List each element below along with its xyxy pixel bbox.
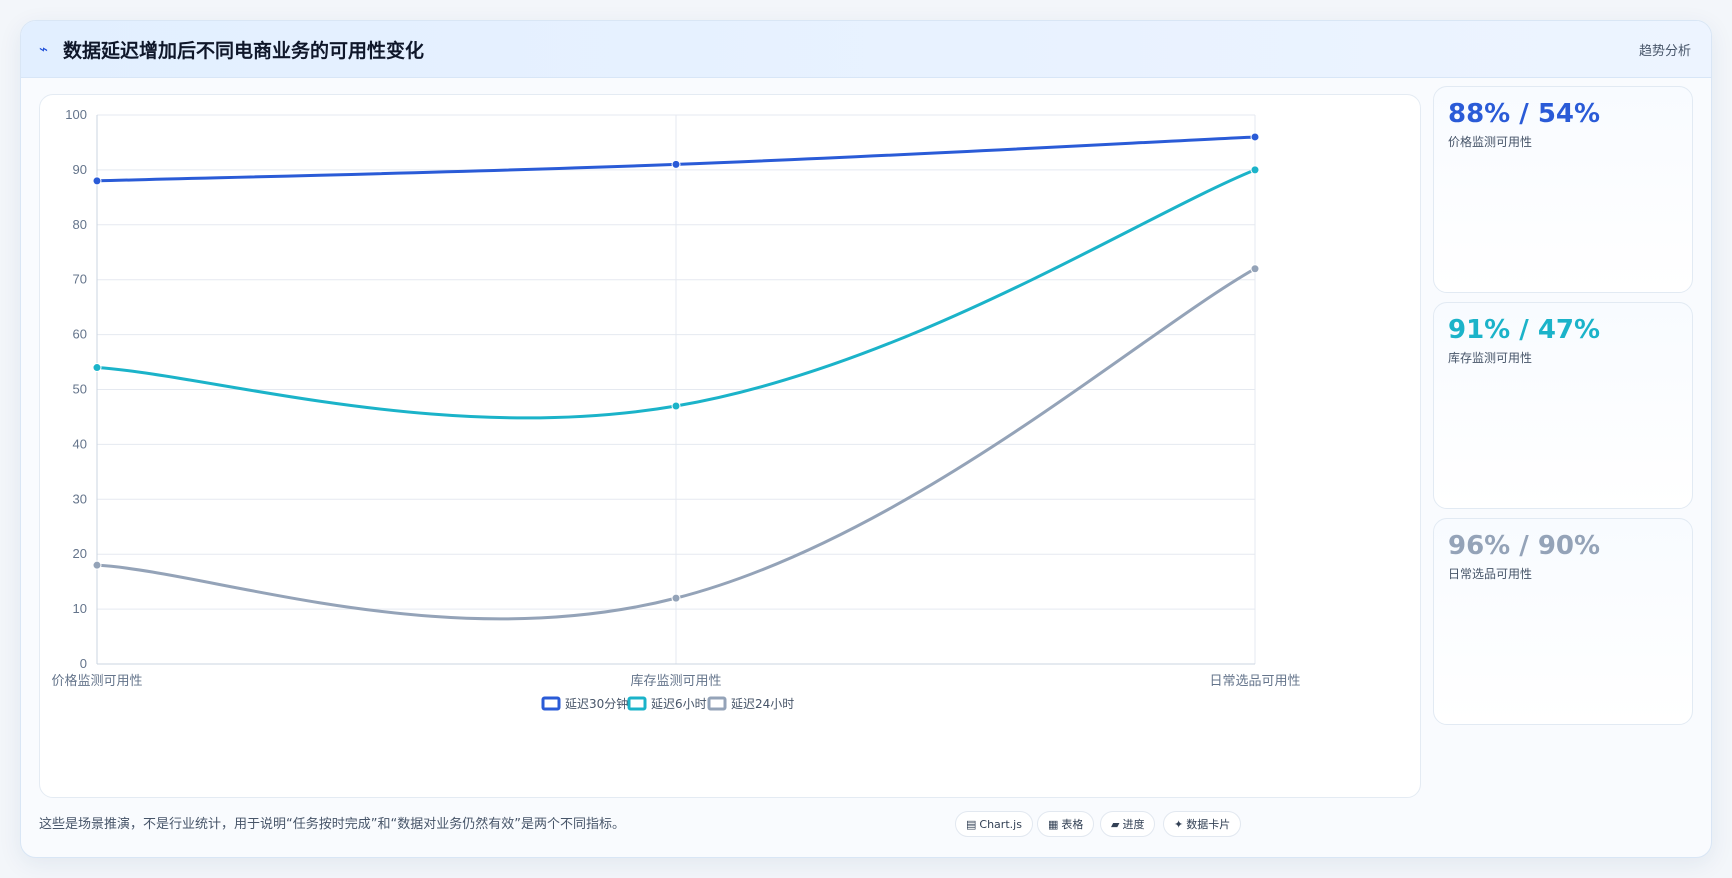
x-tick-label: 库存监测可用性 [630,673,721,689]
stat-value: 91% / 47% [1448,315,1601,345]
pill-label: Chart.js [979,818,1022,831]
y-tick-label: 20 [73,546,87,561]
stat-value: 96% / 90% [1448,531,1601,561]
card-header: ⌁ 数据延迟增加后不同电商业务的可用性变化 趋势分析 [21,21,1711,78]
pill-table[interactable]: ▦ 表格 [1037,811,1095,837]
data-point [671,401,681,411]
pill-label: 表格 [1061,818,1084,831]
header-tag: 趋势分析 [1638,44,1691,59]
data-point [92,560,102,570]
y-tick-label: 50 [73,382,87,397]
stat-card-selection: 96% / 90% 日常选品可用性 [1433,518,1693,725]
stat-card-price: 88% / 54% 价格监测可用性 [1433,86,1693,293]
stat-label: 库存监测可用性 [1448,351,1533,365]
table-icon: ▦ [1048,818,1059,831]
stat-card-inventory: 91% / 47% 库存监测可用性 [1433,302,1693,509]
data-point [1250,165,1260,175]
stat-value: 88% / 54% [1448,99,1601,129]
data-point [671,593,681,603]
report-card: ⌁ 数据延迟增加后不同电商业务的可用性变化 趋势分析 0 10 20 30 40 50 60… [20,20,1712,858]
legend-swatch [627,696,647,711]
trend-icon: ⌁ [39,40,49,58]
data-point [92,363,102,373]
y-tick-label: 40 [73,436,87,451]
data-point [671,159,681,169]
footnote: 这些是场景推演，不是行业统计，用于说明“任务按时完成”和“数据对业务仍然有效”是… [39,817,625,832]
pill-label: 进度 [1122,818,1145,831]
legend-label: 延迟24小时 [731,697,794,711]
legend-label: 延迟30分钟 [565,696,628,711]
y-tick-label: 80 [73,217,87,232]
data-point [1250,264,1260,274]
x-tick-label: 日常选品可用性 [1209,674,1300,689]
data-point [1250,132,1260,142]
pill-progress[interactable]: ▰ 进度 [1100,811,1156,837]
pill-label: 数据卡片 [1186,818,1231,831]
pill-data-card[interactable]: ✦ 数据卡片 [1163,811,1242,837]
y-tick-label: 100 [65,107,87,122]
y-tick-label: 60 [73,327,87,342]
y-tick-label: 30 [73,491,87,506]
legend-swatch [707,696,727,711]
chart-icon: ▤ [966,818,977,831]
x-tick-label: 价格监测可用性 [51,673,142,689]
stat-label: 价格监测可用性 [1448,135,1533,149]
pill-chartjs[interactable]: ▤ Chart.js [955,811,1033,837]
legend-swatch [541,696,561,711]
chart-panel: 0 10 20 30 40 50 60 70 80 90 100 价格监测可用性 库存监测可用性 日常选品… [39,94,1421,798]
y-tick-label: 70 [73,272,87,287]
progress-icon: ▰ [1111,818,1120,831]
chart-title: 数据延迟增加后不同电商业务的可用性变化 [63,40,425,62]
stat-label: 日常选品可用性 [1448,567,1533,581]
y-tick-label: 10 [73,601,87,616]
sparkle-icon: ✦ [1174,818,1184,831]
y-tick-label: 90 [73,162,87,177]
line-chart: 0 10 20 30 40 50 60 70 80 90 100 价格监测可用性 库存监测可用性 日常选品… [51,107,1300,711]
y-tick-label: 0 [80,656,87,671]
data-point [92,176,102,186]
legend-label: 延迟6小时 [651,697,707,711]
